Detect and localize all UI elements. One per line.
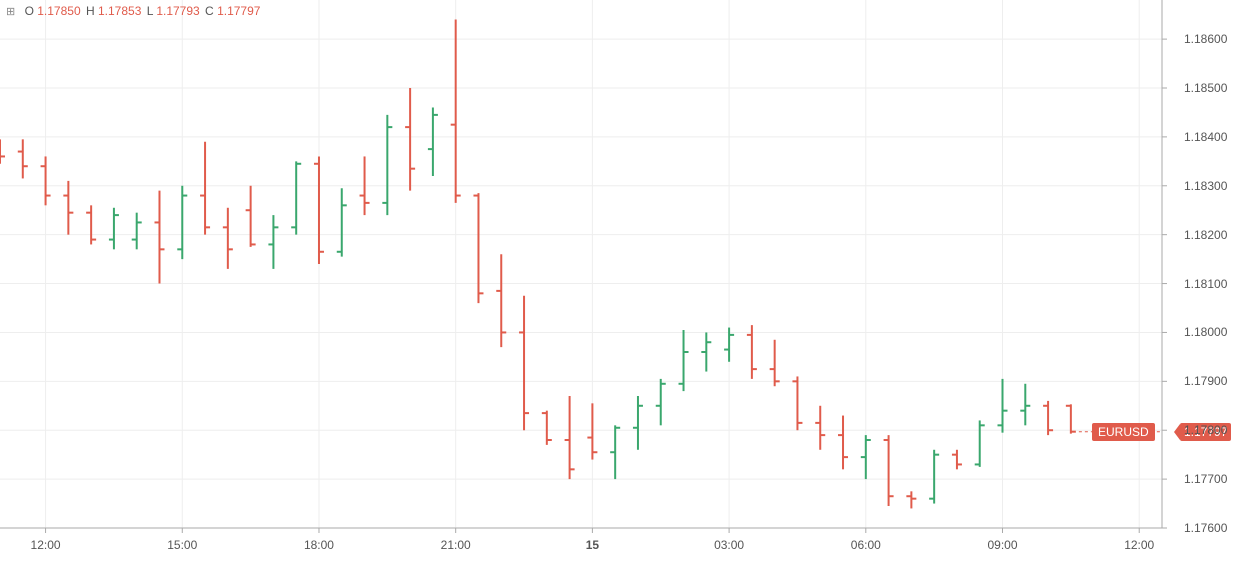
ohlc-header: ⊞ O 1.17850 H 1.17853 L 1.17793 C 1.1779… [6, 4, 260, 18]
x-tick-label: 06:00 [851, 538, 881, 552]
ohlc-c-label: C [205, 4, 214, 18]
ohlc-h-label: H [86, 4, 95, 18]
expand-icon[interactable]: ⊞ [6, 6, 15, 18]
x-tick-label: 12:00 [31, 538, 61, 552]
symbol-tag: EURUSD [1092, 423, 1155, 441]
ohlc-l-label: L [147, 4, 153, 18]
y-tick-label: 1.18300 [1184, 179, 1227, 193]
chart-plot[interactable] [0, 0, 1250, 562]
x-tick-label: 21:00 [441, 538, 471, 552]
x-tick-label: 15:00 [167, 538, 197, 552]
chart-container: ⊞ O 1.17850 H 1.17853 L 1.17793 C 1.1779… [0, 0, 1250, 562]
y-tick-label: 1.18600 [1184, 32, 1227, 46]
ohlc-o-label: O [25, 4, 34, 18]
x-tick-label: 15 [586, 538, 599, 552]
ohlc-h-value: 1.17853 [98, 4, 141, 18]
ohlc-l-value: 1.17793 [156, 4, 199, 18]
y-tick-label: 1.17600 [1184, 521, 1227, 535]
y-tick-label: 1.17900 [1184, 374, 1227, 388]
ohlc-c-value: 1.17797 [217, 4, 260, 18]
y-tick-label: 1.17800 [1184, 423, 1227, 437]
x-tick-label: 18:00 [304, 538, 334, 552]
x-tick-label: 12:00 [1124, 538, 1154, 552]
y-tick-label: 1.18100 [1184, 277, 1227, 291]
ohlc-o-value: 1.17850 [37, 4, 80, 18]
y-tick-label: 1.18000 [1184, 325, 1227, 339]
y-tick-label: 1.17700 [1184, 472, 1227, 486]
y-tick-label: 1.18200 [1184, 228, 1227, 242]
x-tick-label: 03:00 [714, 538, 744, 552]
y-tick-label: 1.18500 [1184, 81, 1227, 95]
y-tick-label: 1.18400 [1184, 130, 1227, 144]
x-tick-label: 09:00 [987, 538, 1017, 552]
